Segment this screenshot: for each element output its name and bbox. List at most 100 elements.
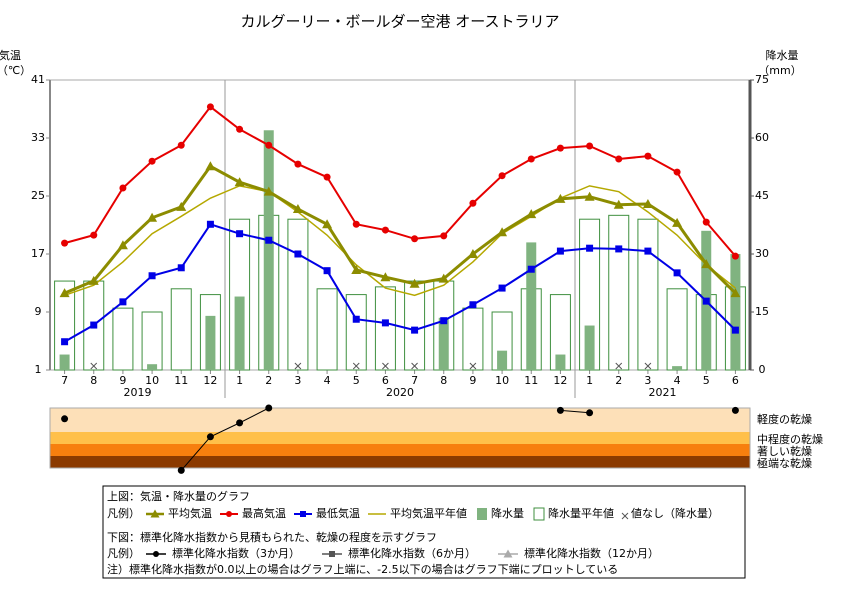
x-tick-label: 12	[203, 374, 217, 387]
missing-marker	[382, 362, 389, 370]
marker	[380, 272, 391, 282]
bar	[147, 364, 158, 370]
marker	[88, 275, 99, 285]
marker	[117, 240, 128, 250]
marker	[644, 247, 652, 255]
marker	[329, 551, 335, 557]
y-tick-label: 1	[35, 363, 42, 376]
y-tick-label: 25	[31, 189, 45, 202]
marker	[409, 278, 420, 288]
drought-band	[50, 432, 750, 444]
legend-label: 最低気温	[316, 506, 360, 520]
marker	[292, 204, 303, 214]
legend-box	[102, 485, 746, 579]
x-tick-label: 11	[524, 374, 538, 387]
x-tick-label: 8	[90, 374, 97, 387]
y2-tick-label: 30	[755, 247, 769, 260]
marker	[467, 249, 478, 258]
x-tick-label: 6	[732, 374, 739, 387]
bar	[730, 254, 741, 370]
missing-marker	[644, 362, 652, 370]
chart-title: カルグーリー・ボールダー空港 オーストラリア	[240, 13, 559, 31]
marker	[150, 509, 160, 518]
y-axis-label: 気温	[0, 48, 21, 62]
legend-note: 注）標準化降水指数が0.0以上の場合はグラフ上端に、-2.5以下の場合はグラフ下…	[107, 562, 618, 576]
x-tick-label: 6	[382, 374, 389, 387]
normal-bar	[345, 294, 367, 371]
drought-band	[50, 456, 750, 468]
marker	[555, 193, 566, 203]
marker	[236, 419, 244, 427]
marker	[234, 177, 245, 187]
missing-marker	[621, 512, 629, 520]
legend-heading: 上図：気温・降水量のグラフ	[107, 489, 250, 503]
x-tick-label: 5	[353, 374, 360, 387]
marker	[90, 321, 98, 329]
marker	[411, 326, 419, 334]
legend-label: 降水量平年値	[548, 506, 614, 520]
bar	[438, 317, 449, 370]
missing-marker	[469, 362, 477, 370]
x-tick-label: 2	[615, 374, 622, 387]
normal-bar	[637, 218, 659, 371]
band-label: 著しい乾燥	[757, 444, 812, 458]
marker	[702, 218, 710, 226]
band-label: 軽度の乾燥	[757, 412, 812, 426]
marker	[411, 235, 419, 243]
marker	[351, 264, 362, 274]
y2-tick-label: 0	[759, 363, 766, 376]
x-tick-label: 8	[440, 374, 447, 387]
marker	[236, 125, 244, 133]
legend-prefix: 凡例）	[107, 546, 140, 560]
marker	[205, 161, 216, 171]
x-tick-label: 2	[265, 374, 272, 387]
x-tick-label: 9	[469, 374, 476, 387]
marker	[263, 186, 274, 196]
series-line	[64, 105, 737, 257]
marker	[119, 298, 127, 306]
normal-bar	[608, 214, 630, 371]
marker	[294, 250, 302, 258]
marker	[438, 273, 449, 283]
x-tick-label: 10	[495, 374, 509, 387]
marker	[642, 198, 653, 208]
marker	[586, 409, 594, 417]
marker	[61, 338, 69, 346]
x-tick-label: 7	[411, 374, 418, 387]
legend-heading: 下図：標準化降水指数から見積もられた、乾燥の程度を示すグラフ	[107, 530, 437, 544]
marker	[119, 184, 127, 192]
x-tick-label: 5	[703, 374, 710, 387]
marker	[59, 288, 70, 298]
marker	[323, 173, 331, 181]
missing-marker	[411, 362, 418, 370]
marker	[497, 227, 508, 237]
x-tick-label: 12	[553, 374, 567, 387]
marker	[701, 259, 712, 269]
y-tick-label: 17	[31, 247, 45, 260]
series-line	[63, 164, 737, 295]
marker	[586, 142, 594, 150]
marker	[381, 319, 389, 327]
bar	[205, 315, 216, 370]
legend-label: 平均気温	[168, 506, 212, 520]
legend-label: 標準化降水指数（12か月）	[524, 546, 659, 560]
marker	[731, 252, 739, 260]
marker	[584, 191, 595, 201]
x-tick-label: 3	[644, 374, 651, 387]
legend-prefix: 凡例）	[107, 506, 140, 520]
marker	[498, 172, 506, 180]
normal-bar	[666, 288, 688, 371]
marker	[226, 511, 232, 517]
y-tick-label: 9	[35, 305, 42, 318]
x-tick-label: 4	[674, 374, 681, 387]
series-line	[64, 223, 737, 343]
marker	[236, 230, 244, 238]
marker	[206, 103, 214, 111]
legend-label: 標準化降水指数（6か月）	[348, 546, 476, 560]
plot-area	[49, 407, 751, 469]
marker	[148, 157, 156, 165]
y-tick-label: 41	[31, 73, 45, 86]
marker	[672, 217, 683, 227]
marker	[469, 301, 477, 309]
